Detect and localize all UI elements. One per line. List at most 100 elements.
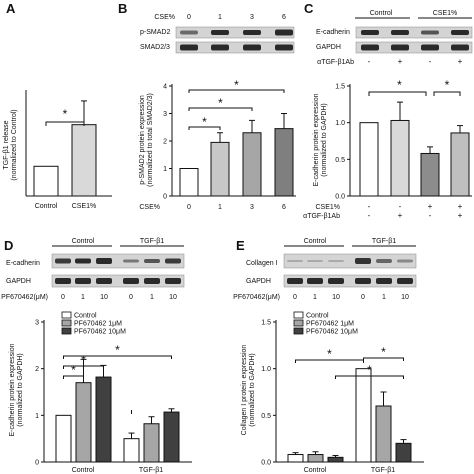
dose-value: 1 [81, 294, 85, 301]
bar [375, 405, 392, 463]
significance-bracket [368, 91, 427, 96]
blot-row-label: Collagen I [246, 260, 278, 267]
dose-value: 1 [382, 294, 386, 301]
legend-swatch [61, 311, 72, 319]
significance-bracket [188, 126, 221, 130]
bar [33, 165, 59, 197]
bar [287, 454, 304, 463]
row-sign: - [399, 202, 402, 211]
western-blot-top [51, 253, 185, 269]
dose-value: 0 [361, 294, 365, 301]
legend-swatch [293, 319, 304, 327]
bar [307, 454, 324, 463]
legend-swatch [61, 327, 72, 335]
y-axis-label: TGF-β1 release [3, 120, 10, 169]
western-blot-top [283, 253, 417, 269]
blot-band [96, 258, 112, 264]
cse-level: 0 [187, 14, 191, 21]
y-axis-label: Collagen I protein expression [241, 345, 248, 436]
blot-band [361, 44, 379, 51]
x-tick-label: TGF-β1 [371, 467, 395, 474]
y-tick-label: 0.0 [335, 194, 345, 201]
blot-band [165, 258, 181, 264]
blot-band [361, 30, 379, 35]
legend-swatch [293, 327, 304, 335]
blot-band [376, 259, 392, 263]
y-tick-label: 3 [35, 320, 39, 327]
blot-band [421, 44, 439, 51]
western-blot-gapdh [355, 41, 473, 54]
significance-bracket [63, 355, 172, 359]
cse-level: 3 [250, 14, 254, 21]
blot-band [355, 258, 371, 264]
significance-bracket [188, 107, 253, 111]
row-sign: - [368, 202, 371, 211]
cse-level: 1 [218, 14, 222, 21]
significance-bracket [433, 91, 461, 96]
significance-star: * [381, 345, 386, 359]
significance-star: * [202, 115, 207, 129]
y-tick-label: 1.0 [335, 120, 345, 127]
dose-value: 10 [100, 294, 108, 301]
cse-label: CSE% [154, 14, 175, 21]
bar [355, 368, 372, 463]
blot-band [307, 260, 323, 262]
blot-band [75, 258, 91, 264]
row-sign: + [458, 202, 463, 211]
y-axis-label-unit: (normalized to total SMAD2/3) [147, 93, 154, 187]
dose-value: 0 [293, 294, 297, 301]
group-label: Control [72, 238, 95, 245]
bar [179, 168, 199, 197]
antibody-sign: - [368, 57, 371, 66]
significance-bracket [188, 89, 285, 93]
y-axis-label: E-cadherin protein expression [9, 343, 16, 436]
significance-star: * [218, 96, 223, 110]
significance-star: * [81, 353, 86, 367]
legend-label: PF670462 10μM [306, 329, 358, 336]
blot-band [211, 30, 229, 35]
dose-value: 10 [169, 294, 177, 301]
blot-band [287, 278, 303, 284]
blot-band [451, 30, 469, 35]
y-tick-label: 3 [163, 111, 167, 118]
y-tick-label: 0.5 [261, 413, 271, 420]
bar [420, 152, 440, 197]
western-blot-smad23 [175, 41, 295, 54]
y-axis-label-unit: (normalized to GAPDH) [249, 353, 256, 427]
y-tick-label: 2 [35, 366, 39, 373]
blot-row-label: GAPDH [316, 44, 341, 51]
x-tick-label: Control [35, 203, 58, 210]
significance-star: * [445, 78, 450, 92]
significance-star: * [63, 107, 68, 121]
blot-band [180, 30, 198, 35]
y-axis-label-unit: (normalized to Control) [11, 109, 18, 180]
bar [123, 438, 140, 463]
y-axis-label-unit: (normalized to GAPDH) [321, 103, 328, 177]
cse-level: 6 [282, 14, 286, 21]
blot-band [275, 29, 293, 36]
bar [163, 411, 180, 463]
significance-bracket [63, 375, 84, 379]
x-tick-label: 0 [187, 204, 191, 211]
y-tick-label: 1 [163, 166, 167, 173]
group-label: TGF-β1 [372, 238, 396, 245]
panel-letter-c: C [304, 1, 314, 16]
blot-row-label: SMAD2/3 [140, 44, 170, 51]
significance-star: * [234, 78, 239, 92]
y-axis-label-unit: (normalized to GAPDH) [17, 353, 24, 427]
panel-letter-b: B [118, 1, 127, 16]
panel-letter-d: D [4, 238, 13, 253]
blot-band [144, 278, 160, 284]
western-blot-ecadherin [355, 26, 473, 39]
blot-band [123, 278, 139, 284]
row-label: CSE1% [315, 204, 340, 211]
legend-label: PF670462 10μM [74, 329, 126, 336]
blot-row-label: p-SMAD2 [140, 29, 170, 36]
row-label: αTGF-β1Ab [303, 213, 340, 220]
significance-star: * [367, 363, 372, 377]
row-sign: + [428, 202, 433, 211]
antibody-sign: + [458, 57, 463, 66]
blot-band [397, 259, 413, 263]
blot-row-label: E-cadherin [6, 260, 40, 267]
antibody-sign: - [429, 57, 432, 66]
